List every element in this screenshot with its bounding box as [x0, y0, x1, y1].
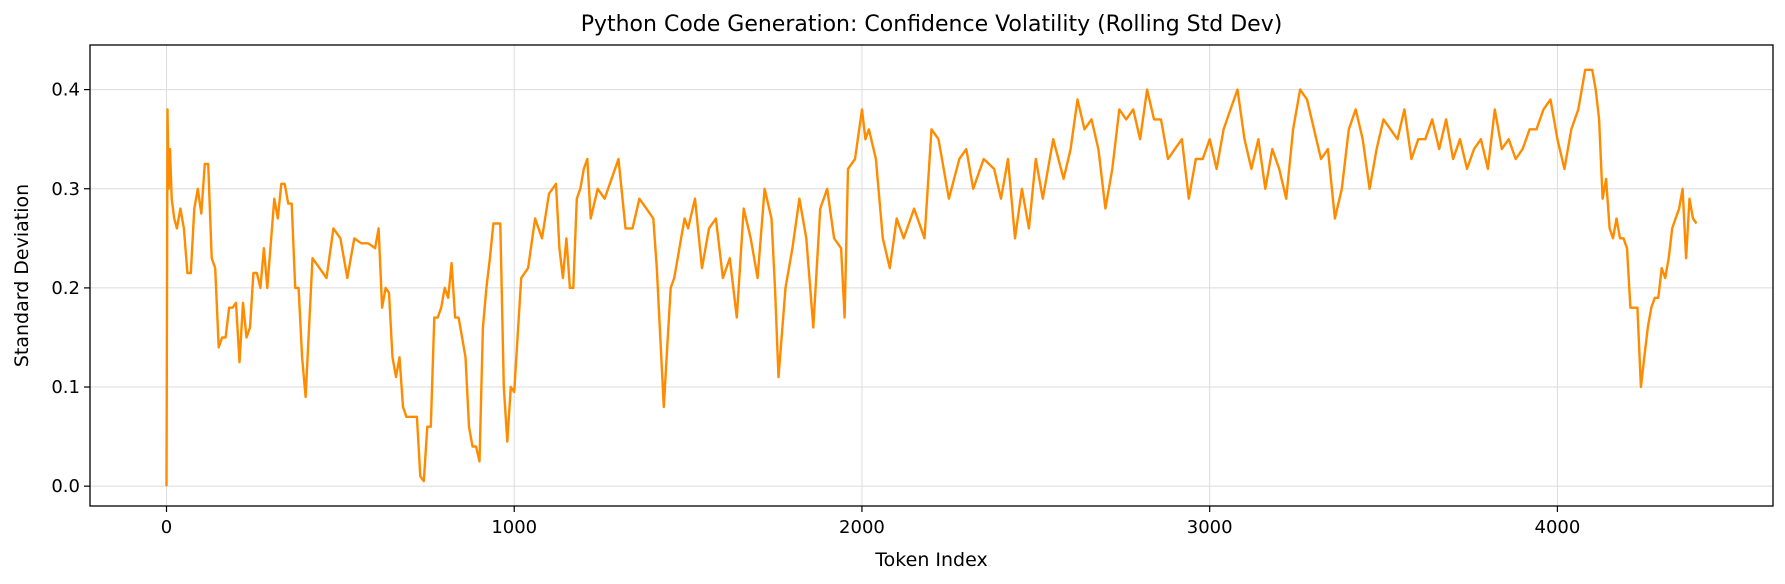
series-layer	[165, 68, 1698, 487]
y-axis-label: Standard Deviation	[11, 184, 33, 367]
grid-layer	[90, 45, 1773, 506]
x-tick-label: 4000	[1535, 517, 1581, 538]
x-tick-label: 1000	[491, 517, 537, 538]
y-tick-label: 0.4	[51, 80, 80, 101]
plot-frame	[89, 44, 1774, 507]
y-tick-label: 0.0	[51, 476, 80, 497]
ticks-layer: 0 1000 2000 3000 4000 0.0 0.1 0.2 0.3 0.4	[51, 80, 1580, 538]
axes-layer	[89, 44, 1774, 507]
y-tick-label: 0.2	[51, 278, 80, 299]
chart-title: Python Code Generation: Confidence Volat…	[581, 12, 1283, 37]
x-tick-label: 2000	[839, 517, 885, 538]
x-axis-label: Token Index	[874, 549, 987, 571]
y-tick-label: 0.1	[51, 377, 80, 398]
x-tick-label: 0	[161, 517, 172, 538]
x-tick-label: 3000	[1187, 517, 1233, 538]
y-tick-label: 0.3	[51, 179, 80, 200]
series-line	[165, 68, 1698, 487]
